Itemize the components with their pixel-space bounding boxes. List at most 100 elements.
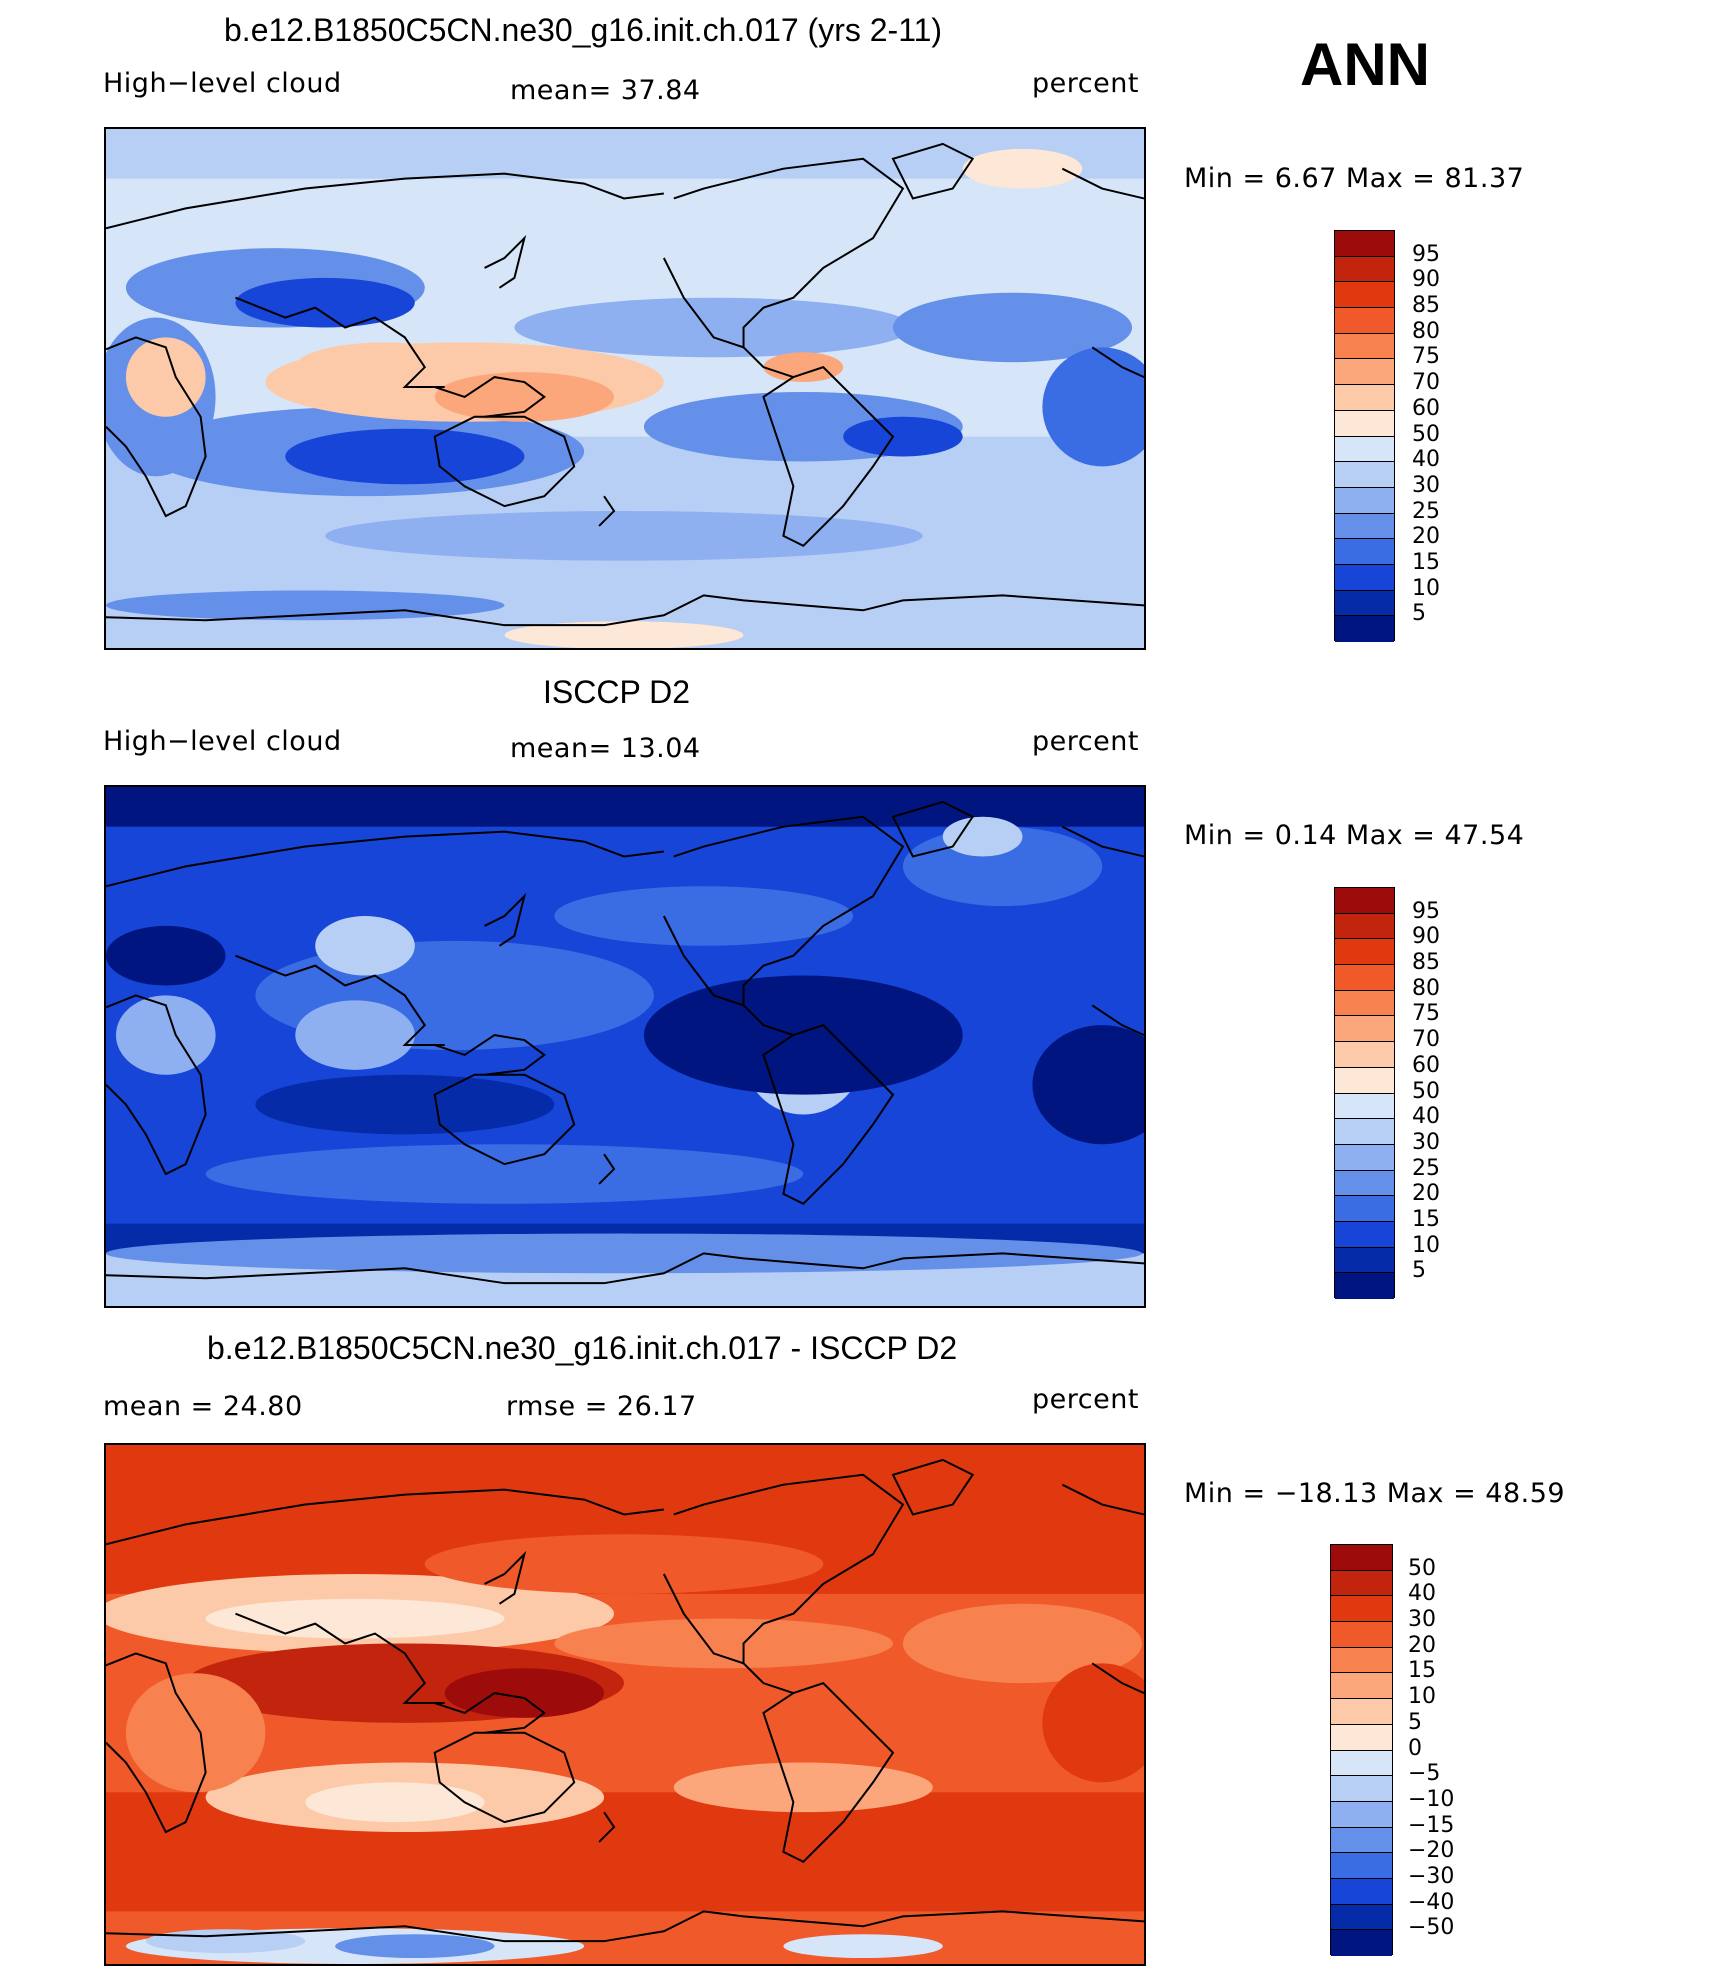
panel2-units: percent [1032,726,1139,757]
colorbar-tick-label: 5 [1412,601,1426,627]
contour-region [554,1618,893,1669]
colorbar-tick-label: 30 [1412,472,1440,498]
contour-region [444,1668,605,1718]
coastline [106,1910,1144,1943]
coastline [484,892,527,947]
colorbar-tick-label: 15 [1412,549,1440,575]
coastline [891,1458,975,1516]
colorbar-swatch [1335,462,1394,488]
coastline [434,1034,546,1076]
panel2-contour-field [106,787,1144,1306]
coastline [742,1662,794,1695]
contour-region [205,1598,505,1639]
colorbar-tick-label: 5 [1408,1709,1422,1735]
colorbar-swatch [1331,1724,1392,1751]
coastline [106,1252,1144,1285]
coastline [106,336,207,518]
colorbar-swatch [1335,965,1394,991]
coastline [1061,167,1144,200]
colorbar-swatch [1335,1119,1394,1145]
contour-region [285,428,525,485]
panel1-units: percent [1032,68,1139,99]
contour-region [106,925,226,986]
colorbar-tick-label: 90 [1412,267,1440,293]
colorbar-tick-label: 70 [1412,1027,1440,1053]
colorbar-tick-label: 30 [1408,1607,1436,1633]
panel2-mean: mean= 13.04 [510,733,701,764]
coastline [106,830,664,888]
panel3-map [104,1443,1146,1966]
contour-region [673,1762,933,1813]
colorbar-tick-label: 95 [1412,241,1440,267]
contour-region [942,816,1023,857]
panel3-mean: mean = 24.80 [103,1391,303,1422]
colorbar-tick-label: 10 [1412,575,1440,601]
contour-region [205,1144,804,1204]
colorbar-tick-label: 80 [1412,975,1440,1001]
coastline [1061,825,1144,858]
colorbar-swatch [1331,1699,1392,1725]
coastline [1061,1483,1144,1516]
coastline [106,594,1144,627]
colorbar-tick-label: 15 [1412,1206,1440,1232]
colorbar-swatch [1335,888,1394,914]
colorbar-tick-label: 40 [1408,1581,1436,1607]
colorbar-tick-label: 60 [1412,395,1440,421]
colorbar-swatch [1335,990,1394,1017]
contour-region [424,1534,824,1594]
contour-region [902,1603,1143,1684]
panel2-variable-label: High−level cloud [103,726,342,757]
contour-region [325,511,923,561]
colorbar-tick-label: −20 [1408,1838,1455,1864]
colorbar-swatch [1335,1093,1394,1120]
colorbar-tick-label: 40 [1412,447,1440,473]
coastline [598,495,616,527]
colorbar-tick-label: −15 [1408,1812,1455,1838]
coastline [484,234,527,289]
contour-region [305,1782,485,1823]
colorbar-swatch [1335,539,1394,565]
coastline [106,1488,664,1546]
colorbar-swatch [1331,1570,1392,1597]
contour-region [106,590,505,621]
panel3-colorbar [1330,1544,1393,1956]
panel1-map [104,127,1146,650]
colorbar-swatch [1331,1801,1392,1828]
colorbar-tick-label: 95 [1412,898,1440,924]
contour-region [514,297,913,358]
colorbar-swatch [1335,1273,1394,1299]
colorbar-tick-label: 20 [1408,1632,1436,1658]
colorbar-swatch [1335,385,1394,411]
contour-region [295,1000,415,1070]
colorbar-tick-label: 90 [1412,924,1440,950]
contour-region [1042,1663,1144,1783]
colorbar-tick-label: 10 [1408,1684,1436,1710]
contour-region [1042,347,1144,467]
colorbar-tick-label: −30 [1408,1863,1455,1889]
panel2-map [104,785,1146,1308]
colorbar-tick-label: 80 [1412,318,1440,344]
colorbar-tick-label: −50 [1408,1915,1455,1941]
contour-region [892,292,1133,363]
panel1-title: b.e12.B1850C5CN.ne30_g16.init.ch.017 (yr… [224,12,943,48]
colorbar-tick-label: −5 [1408,1761,1441,1787]
coastline [433,1073,576,1166]
coastline [662,1473,905,1665]
colorbar-swatch [1331,1750,1392,1777]
contour-region [843,416,963,457]
coastline [235,1612,445,1705]
contour-region [295,342,475,392]
coastline [891,142,975,200]
colorbar-swatch [1335,410,1394,437]
colorbar-swatch [1335,436,1394,463]
colorbar-tick-label: 30 [1412,1129,1440,1155]
coastline [235,296,445,389]
season-label: ANN [1300,31,1430,98]
colorbar-tick-label: 40 [1412,1104,1440,1130]
colorbar-tick-label: 15 [1408,1658,1436,1684]
coastline [106,172,664,230]
panel3-units: percent [1032,1384,1139,1415]
contour-region [255,1074,555,1135]
coastline [762,1024,895,1205]
coastline [1091,1004,1144,1036]
